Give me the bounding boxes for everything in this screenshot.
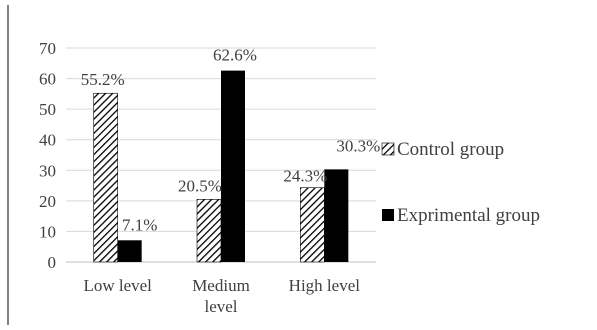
y-tick-label: 30 bbox=[39, 161, 56, 180]
x-axis-categories: Low level Medium level High level bbox=[83, 276, 360, 316]
y-tick-label: 20 bbox=[39, 192, 56, 211]
data-labels: 55.2% 7.1% 20.5% 62.6% 24.3% 30.3% bbox=[81, 46, 381, 235]
legend: Control group Exprimental group bbox=[381, 139, 540, 226]
legend-label: Control group bbox=[397, 139, 504, 160]
category-label: Medium bbox=[192, 276, 250, 295]
bars bbox=[93, 70, 349, 263]
legend-swatch bbox=[382, 209, 394, 221]
data-label: 24.3% bbox=[283, 167, 327, 186]
data-label: 30.3% bbox=[336, 136, 380, 155]
bar-experimental-2 bbox=[324, 169, 349, 262]
bar-experimental-0 bbox=[117, 240, 142, 262]
bar-experimental-1 bbox=[221, 70, 245, 262]
y-tick-label: 60 bbox=[39, 70, 56, 89]
bar-control-1 bbox=[196, 199, 222, 263]
data-label: 62.6% bbox=[213, 46, 257, 65]
data-label: 55.2% bbox=[81, 70, 125, 89]
bar-control-2 bbox=[300, 187, 325, 263]
category-label: level bbox=[204, 297, 237, 316]
y-axis-ticks: 0 10 20 30 40 50 60 70 bbox=[39, 39, 56, 272]
category-label: Low level bbox=[83, 276, 152, 295]
legend-swatch bbox=[381, 142, 395, 156]
data-label: 7.1% bbox=[122, 215, 157, 234]
legend-label: Exprimental group bbox=[397, 205, 540, 226]
y-tick-label: 10 bbox=[39, 222, 56, 241]
category-label: High level bbox=[289, 276, 361, 295]
y-tick-label: 40 bbox=[39, 131, 56, 150]
y-tick-label: 70 bbox=[39, 39, 56, 58]
y-tick-label: 0 bbox=[48, 253, 57, 272]
data-label: 20.5% bbox=[178, 176, 222, 195]
y-tick-label: 50 bbox=[39, 100, 56, 119]
bar-control-0 bbox=[93, 92, 118, 263]
